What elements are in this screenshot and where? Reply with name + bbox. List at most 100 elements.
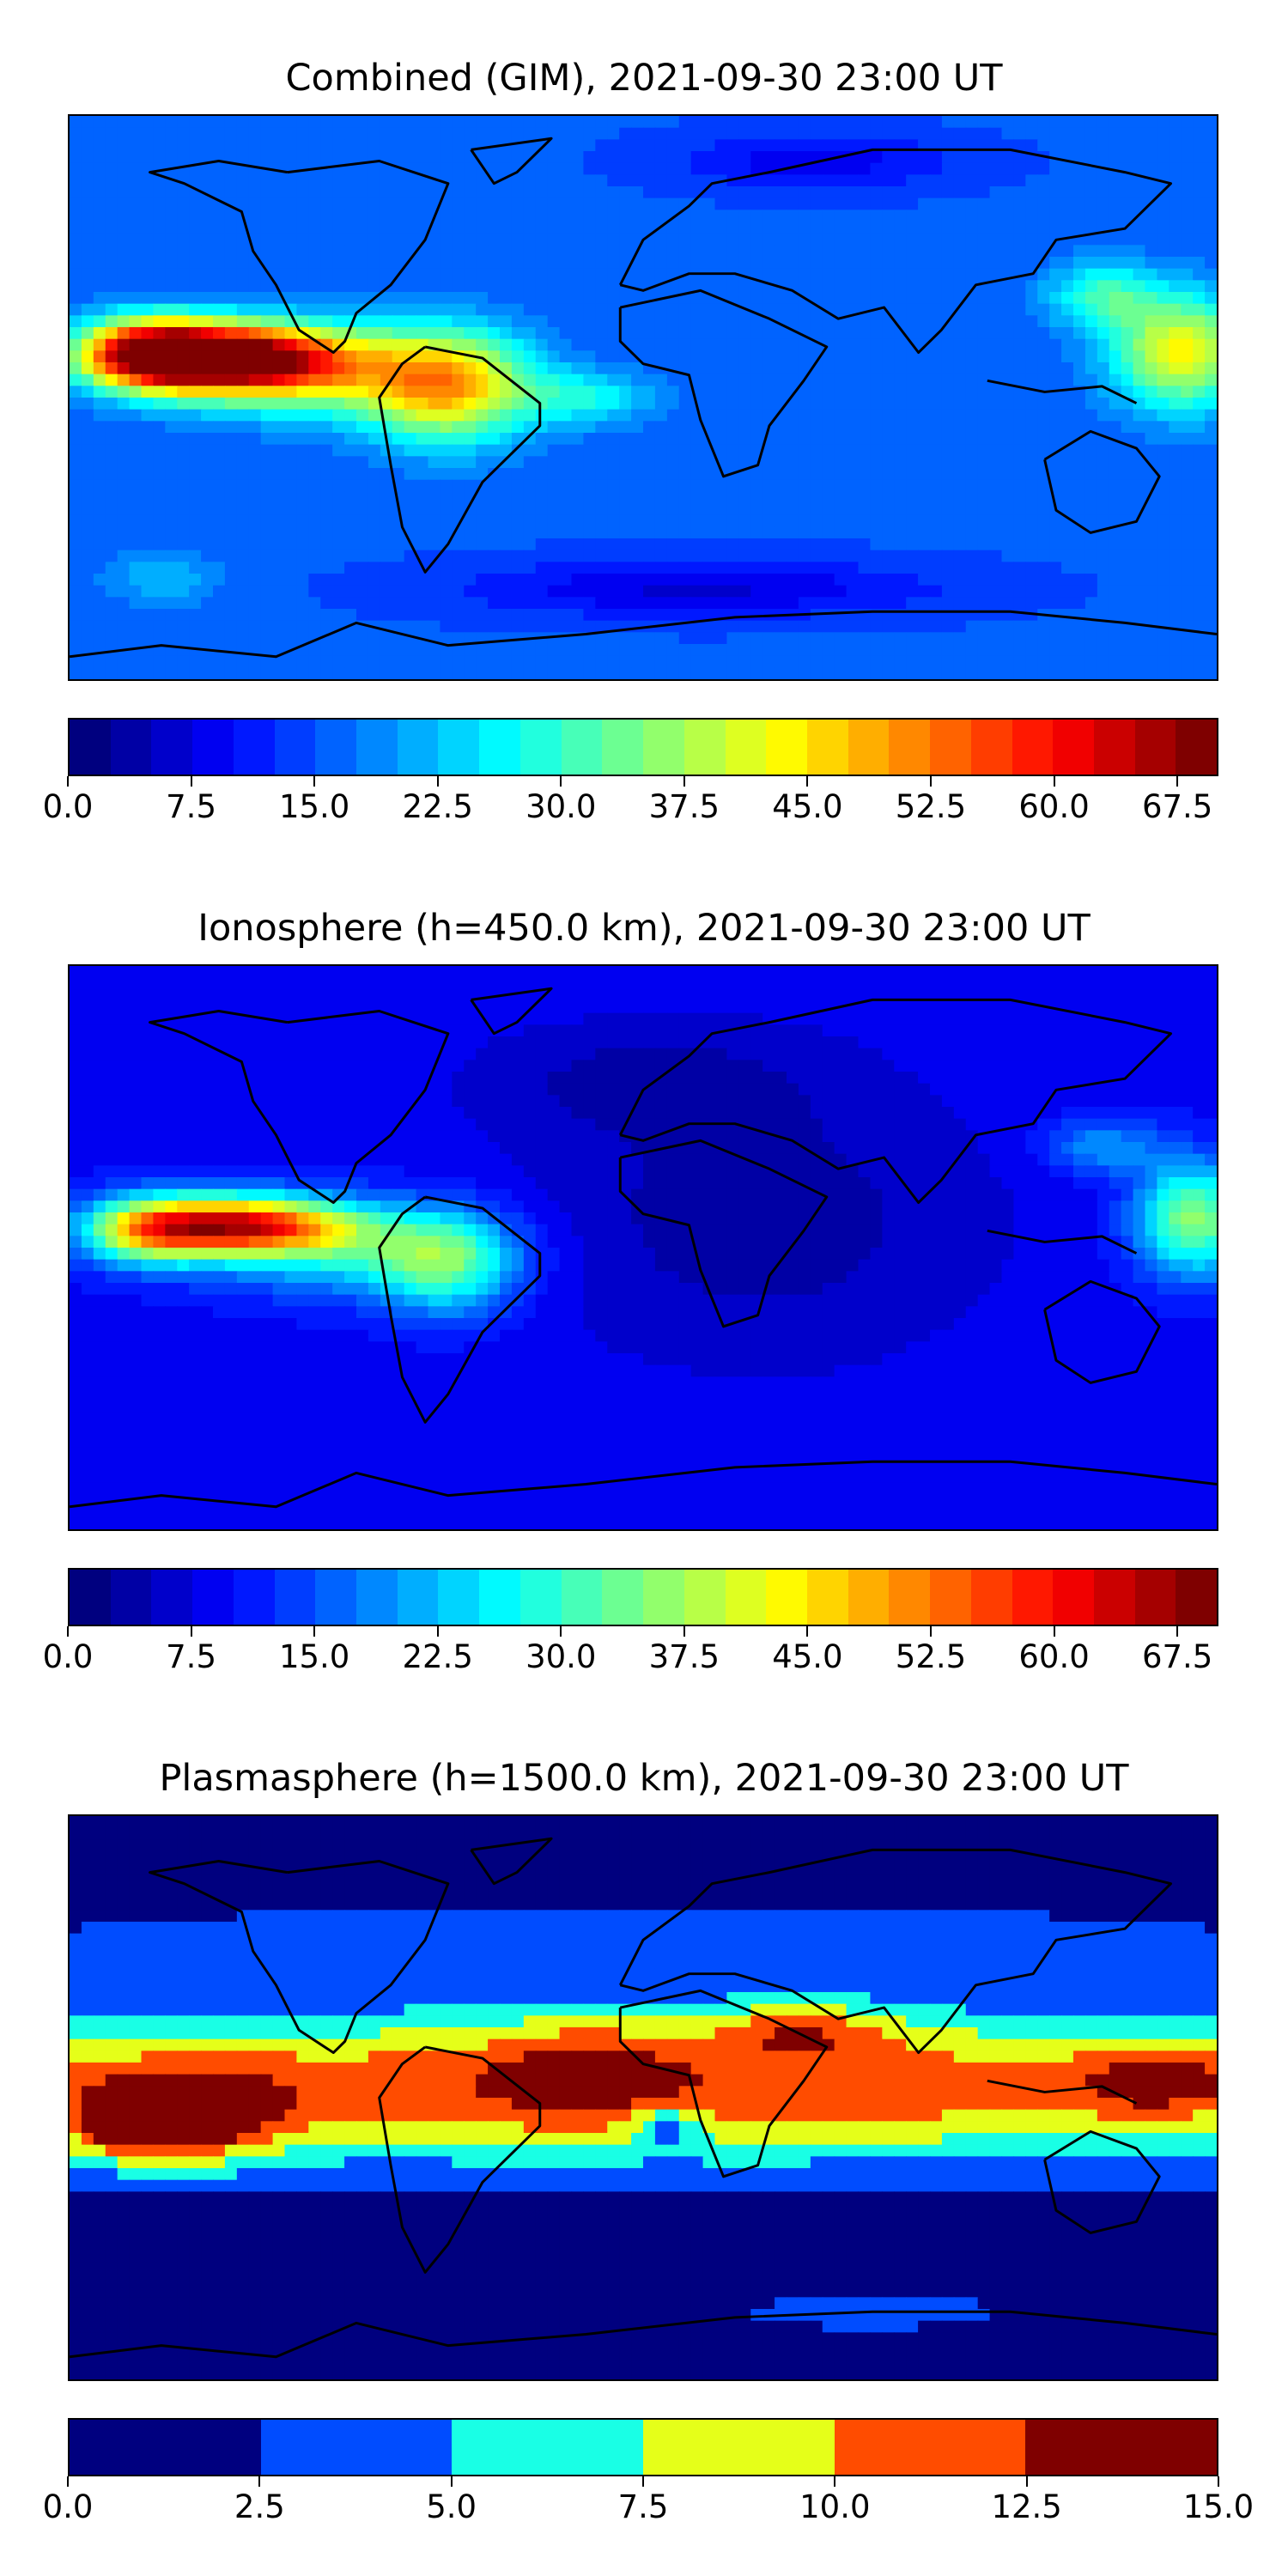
- tec-cell: [1157, 550, 1170, 562]
- tec-cell: [559, 479, 573, 492]
- tec-cell: [284, 620, 298, 633]
- tec-cell: [1145, 562, 1158, 574]
- tec-cell: [1061, 989, 1074, 1002]
- tec-cell: [906, 433, 919, 446]
- tec-cell: [141, 562, 155, 574]
- tec-cell: [607, 222, 620, 234]
- tec-cell: [260, 186, 274, 199]
- tec-cell: [224, 585, 238, 598]
- tec-cell: [1097, 538, 1110, 551]
- tec-cell: [93, 386, 106, 398]
- tec-cell: [918, 116, 931, 129]
- tec-cell: [1049, 398, 1062, 410]
- tec-cell: [666, 127, 680, 140]
- tec-cell: [1181, 421, 1194, 434]
- tec-cell: [344, 127, 357, 140]
- tec-cell: [977, 162, 991, 175]
- tec-cell: [1049, 644, 1062, 657]
- tec-cell: [153, 989, 166, 1002]
- tec-cell: [846, 210, 860, 222]
- tec-cell: [571, 526, 585, 539]
- tec-cell: [1157, 514, 1170, 527]
- tec-cell: [260, 655, 274, 668]
- tec-cell: [224, 303, 238, 316]
- tec-cell: [464, 433, 477, 446]
- tec-cell: [631, 989, 644, 1002]
- tec-cell: [464, 574, 477, 586]
- tec-cell: [93, 421, 106, 434]
- tec-cell: [607, 421, 620, 434]
- tec-cell: [117, 585, 131, 598]
- tec-cell: [153, 632, 166, 645]
- tec-cell: [70, 620, 82, 633]
- tec-cell: [356, 468, 369, 481]
- tec-cell: [428, 350, 441, 363]
- tec-cell: [392, 257, 405, 270]
- tec-cell: [284, 280, 298, 293]
- tec-cell: [105, 338, 118, 351]
- tec-cell: [654, 456, 668, 469]
- tec-cell: [1145, 315, 1158, 328]
- tec-cell: [248, 162, 262, 175]
- tec-cell: [201, 562, 214, 574]
- tec-cell: [428, 597, 441, 610]
- tec-cell: [1133, 151, 1146, 164]
- tec-cell: [1037, 303, 1050, 316]
- tec-cell: [392, 350, 405, 363]
- tec-cell: [666, 597, 680, 610]
- tec-cell: [248, 398, 262, 410]
- tec-cell: [224, 268, 238, 281]
- tec-cell: [392, 116, 405, 129]
- tec-cell: [738, 386, 751, 398]
- tec-cell: [248, 585, 262, 598]
- tec-cell: [511, 197, 525, 210]
- colorbar-segment: [930, 720, 971, 775]
- tec-cell: [750, 257, 763, 270]
- tec-cell: [631, 468, 644, 481]
- tec-cell: [977, 433, 991, 446]
- tec-cell: [404, 503, 417, 516]
- tec-cell: [248, 597, 262, 610]
- tec-cell: [93, 151, 106, 164]
- tec-cell: [213, 503, 226, 516]
- tec-cell: [798, 977, 811, 990]
- tec-cell: [619, 585, 632, 598]
- tec-cell: [762, 514, 775, 527]
- tec-cell: [583, 526, 596, 539]
- tec-cell: [822, 989, 835, 1002]
- tec-cell: [1061, 977, 1074, 990]
- tec-cell: [70, 550, 82, 562]
- tec-cell: [70, 538, 82, 551]
- tec-cell: [953, 667, 967, 679]
- tec-cell: [70, 574, 82, 586]
- tec-cell: [248, 292, 262, 305]
- tec-cell: [416, 644, 429, 657]
- tec-cell: [1145, 989, 1158, 1002]
- tec-cell: [571, 280, 585, 293]
- tec-cell: [1133, 620, 1146, 633]
- tec-cell: [1109, 186, 1122, 199]
- tec-cell: [690, 644, 704, 657]
- tec-cell: [141, 609, 155, 622]
- tec-cell: [236, 456, 250, 469]
- tec-cell: [1181, 585, 1194, 598]
- tec-cell: [308, 989, 321, 1002]
- tec-cell: [260, 468, 274, 481]
- tec-cell: [1193, 655, 1206, 668]
- tec-cell: [153, 303, 166, 316]
- tec-cell: [930, 456, 943, 469]
- tec-cell: [750, 620, 763, 633]
- tec-cell: [977, 116, 991, 129]
- tec-cell: [201, 597, 214, 610]
- tec-cell: [690, 362, 704, 375]
- tec-cell: [918, 327, 931, 340]
- tec-cell: [1205, 350, 1217, 363]
- tec-cell: [452, 620, 465, 633]
- tec-cell: [272, 491, 286, 504]
- tec-cell: [1025, 597, 1038, 610]
- tec-cell: [1205, 609, 1217, 622]
- tec-cell: [284, 479, 298, 492]
- tec-cell: [153, 609, 166, 622]
- tec-cell: [189, 632, 202, 645]
- tec-cell: [894, 174, 907, 187]
